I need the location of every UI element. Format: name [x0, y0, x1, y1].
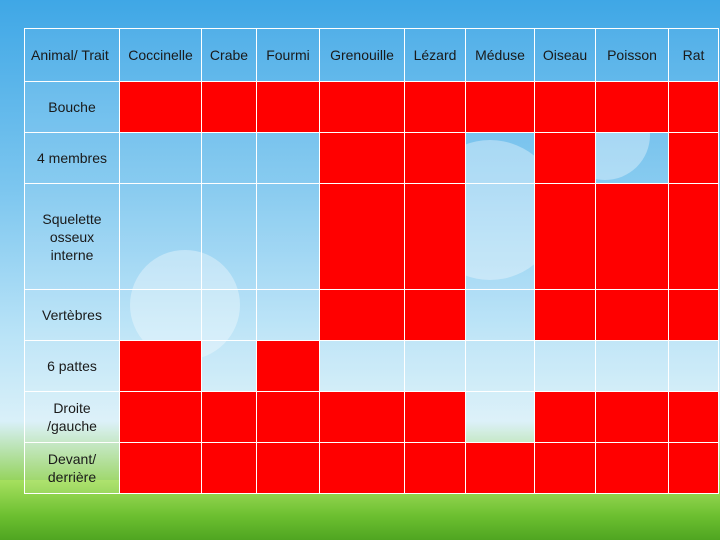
marked-cell	[319, 81, 405, 133]
trait-row: Bouche	[24, 81, 719, 133]
column-header: Grenouille	[319, 28, 405, 82]
empty-cell	[668, 340, 719, 392]
marked-cell	[595, 289, 669, 341]
row-label: Devant/ derrière	[24, 442, 120, 494]
marked-cell	[319, 442, 405, 494]
marked-cell	[595, 81, 669, 133]
marked-cell	[319, 183, 405, 290]
marked-cell	[201, 442, 257, 494]
empty-cell	[595, 132, 669, 184]
row-label: 4 membres	[24, 132, 120, 184]
empty-cell	[319, 340, 405, 392]
column-header: Coccinelle	[119, 28, 202, 82]
marked-cell	[465, 442, 535, 494]
trait-row: Squelette osseux interne	[24, 183, 719, 290]
marked-cell	[668, 183, 719, 290]
marked-cell	[256, 340, 320, 392]
column-header: Lézard	[404, 28, 466, 82]
marked-cell	[119, 340, 202, 392]
marked-cell	[534, 183, 596, 290]
empty-cell	[404, 340, 466, 392]
traits-table: Animal/ Trait Coccinelle Crabe Fourmi Gr…	[24, 28, 719, 494]
row-label: Bouche	[24, 81, 120, 133]
marked-cell	[404, 442, 466, 494]
empty-cell	[201, 340, 257, 392]
marked-cell	[534, 391, 596, 443]
empty-cell	[201, 183, 257, 290]
marked-cell	[668, 289, 719, 341]
trait-row: Droite /gauche	[24, 391, 719, 443]
empty-cell	[201, 289, 257, 341]
empty-cell	[256, 183, 320, 290]
column-header: Oiseau	[534, 28, 596, 82]
trait-row: 6 pattes	[24, 340, 719, 392]
marked-cell	[534, 442, 596, 494]
marked-cell	[404, 81, 466, 133]
column-header: Fourmi	[256, 28, 320, 82]
marked-cell	[404, 132, 466, 184]
trait-row: Devant/ derrière	[24, 442, 719, 494]
row-label: 6 pattes	[24, 340, 120, 392]
empty-cell	[201, 132, 257, 184]
marked-cell	[595, 442, 669, 494]
marked-cell	[404, 183, 466, 290]
marked-cell	[201, 391, 257, 443]
marked-cell	[595, 183, 669, 290]
empty-cell	[595, 340, 669, 392]
marked-cell	[119, 81, 202, 133]
empty-cell	[465, 132, 535, 184]
empty-cell	[119, 289, 202, 341]
row-label: Vertèbres	[24, 289, 120, 341]
trait-row: Vertèbres	[24, 289, 719, 341]
marked-cell	[668, 391, 719, 443]
marked-cell	[201, 81, 257, 133]
empty-cell	[256, 132, 320, 184]
trait-row: 4 membres	[24, 132, 719, 184]
marked-cell	[256, 391, 320, 443]
column-header: Crabe	[201, 28, 257, 82]
marked-cell	[465, 81, 535, 133]
marked-cell	[256, 442, 320, 494]
marked-cell	[119, 442, 202, 494]
marked-cell	[534, 81, 596, 133]
column-header: Rat	[668, 28, 719, 82]
row-label: Droite /gauche	[24, 391, 120, 443]
column-header: Poisson	[595, 28, 669, 82]
empty-cell	[465, 391, 535, 443]
marked-cell	[668, 81, 719, 133]
marked-cell	[256, 81, 320, 133]
column-header: Méduse	[465, 28, 535, 82]
row-label: Squelette osseux interne	[24, 183, 120, 290]
empty-cell	[534, 340, 596, 392]
header-row: Animal/ Trait Coccinelle Crabe Fourmi Gr…	[24, 28, 719, 82]
marked-cell	[595, 391, 669, 443]
empty-cell	[119, 132, 202, 184]
empty-cell	[119, 183, 202, 290]
empty-cell	[465, 340, 535, 392]
marked-cell	[404, 289, 466, 341]
marked-cell	[668, 132, 719, 184]
marked-cell	[319, 132, 405, 184]
marked-cell	[319, 391, 405, 443]
marked-cell	[534, 289, 596, 341]
empty-cell	[256, 289, 320, 341]
corner-header: Animal/ Trait	[24, 28, 120, 82]
empty-cell	[465, 183, 535, 290]
marked-cell	[534, 132, 596, 184]
marked-cell	[319, 289, 405, 341]
marked-cell	[119, 391, 202, 443]
marked-cell	[668, 442, 719, 494]
marked-cell	[404, 391, 466, 443]
empty-cell	[465, 289, 535, 341]
